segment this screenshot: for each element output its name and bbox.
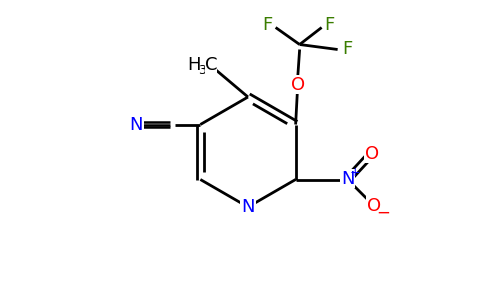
Text: +: + xyxy=(349,166,360,179)
Text: H: H xyxy=(187,56,201,74)
Text: C: C xyxy=(205,56,217,74)
Text: N: N xyxy=(341,169,354,188)
Text: F: F xyxy=(262,16,273,34)
Text: −: − xyxy=(377,203,391,221)
Text: O: O xyxy=(364,145,378,163)
Text: N: N xyxy=(130,116,143,134)
Text: O: O xyxy=(366,196,381,214)
Text: F: F xyxy=(324,16,335,34)
Text: O: O xyxy=(290,76,305,94)
Text: N: N xyxy=(241,198,255,216)
Text: 3: 3 xyxy=(198,64,206,76)
Text: F: F xyxy=(343,40,353,58)
